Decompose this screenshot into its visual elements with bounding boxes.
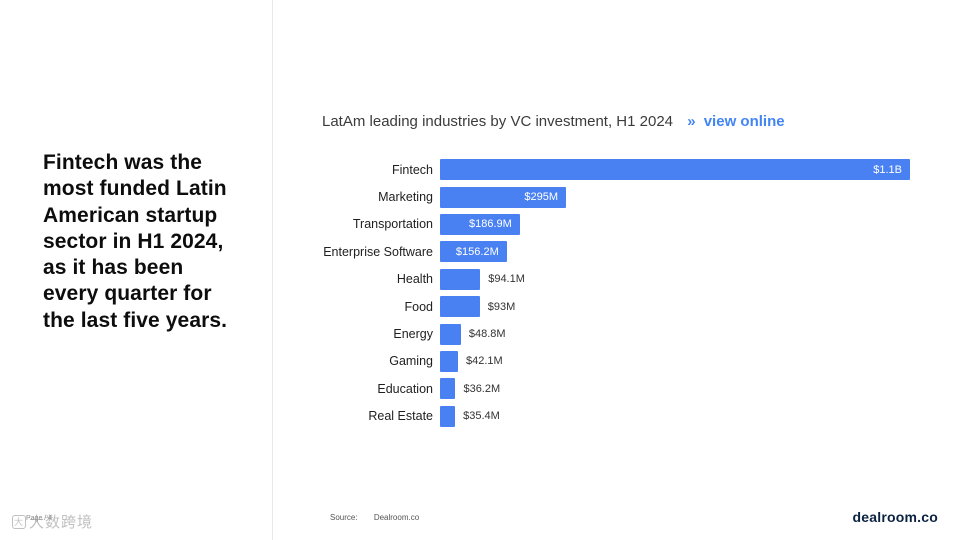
- value-label: $186.9M: [469, 218, 512, 231]
- bar-track: $35.4M: [440, 405, 910, 427]
- category-label: Gaming: [389, 354, 433, 369]
- chart-title-text: LatAm leading industries by VC investmen…: [322, 113, 674, 130]
- value-label: $42.1M: [465, 355, 503, 368]
- chart-title: LatAm leading industries by VC investmen…: [322, 113, 785, 130]
- value-label: $36.2M: [463, 382, 501, 395]
- dealroom-logo: dealroom.co: [852, 509, 938, 525]
- bar: [440, 296, 480, 318]
- chart-row: Education $36.2M: [322, 375, 922, 402]
- category-label: Enterprise Software: [323, 244, 433, 259]
- bar-track: $48.8M: [440, 323, 910, 345]
- chart-row: Fintech $1.1B: [322, 156, 922, 183]
- bar: [440, 268, 481, 290]
- value-label: $94.1M: [488, 273, 525, 286]
- value-label: $35.4M: [463, 410, 500, 423]
- chart-row: Real Estate $35.4M: [322, 403, 922, 430]
- value-label: $93M: [487, 300, 516, 313]
- category-label: Real Estate: [368, 409, 433, 424]
- page-number: Page / 4: [26, 515, 53, 522]
- sidebar: Fintech was the most funded Latin Americ…: [0, 0, 273, 540]
- category-label: Food: [404, 299, 434, 314]
- source-label: Source:: [330, 513, 358, 522]
- view-online-arrows-icon: »: [687, 113, 696, 130]
- chart-row: Food $93M: [322, 293, 922, 320]
- bar: $1.1B: [440, 159, 910, 181]
- bar-track: $295M: [440, 186, 910, 208]
- bar-track: $1.1B: [440, 159, 910, 181]
- watermark-text: 大数跨境: [29, 514, 94, 531]
- category-label: Marketing: [378, 190, 433, 205]
- bar-track: $156.2M: [440, 241, 910, 263]
- category-label: Health: [396, 272, 433, 287]
- value-label: $1.1B: [873, 163, 902, 176]
- bar: [440, 378, 456, 400]
- chart-row: Gaming $42.1M: [322, 348, 922, 375]
- chart-rows: Fintech $1.1B Marketing $295M Transportation…: [322, 156, 922, 430]
- watermark: 大 大数跨境: [12, 511, 93, 532]
- chart-row: Marketing $295M: [322, 183, 922, 210]
- bar: [440, 323, 461, 345]
- bar-track: $36.2M: [440, 378, 910, 400]
- category-label: Transportation: [352, 217, 433, 232]
- source-note: Source: Dealroom.co: [330, 513, 419, 522]
- bar-track: $186.9M: [440, 213, 910, 235]
- chart-row: Health $94.1M: [322, 266, 922, 293]
- bar: $186.9M: [440, 213, 520, 235]
- bar-track: $42.1M: [440, 350, 910, 372]
- value-label: $295M: [524, 191, 559, 204]
- view-online-link[interactable]: view online: [703, 113, 785, 130]
- category-label: Energy: [393, 327, 433, 342]
- chart-row: Energy $48.8M: [322, 320, 922, 347]
- chart-row: Transportation $186.9M: [322, 211, 922, 238]
- category-label: Education: [377, 381, 433, 396]
- chart-row: Enterprise Software $156.2M: [322, 238, 922, 265]
- bar: [440, 405, 456, 427]
- bar-track: $94.1M: [440, 268, 910, 290]
- source-value: Dealroom.co: [373, 513, 420, 522]
- value-label: $156.2M: [455, 245, 499, 258]
- bar: [440, 350, 458, 372]
- bar-track: $93M: [440, 296, 910, 318]
- headline-text: Fintech was the most funded Latin Americ…: [43, 151, 228, 332]
- bar: $295M: [440, 186, 567, 208]
- bar-chart: Fintech $1.1B Marketing $295M Transportation…: [322, 156, 922, 430]
- bar: $156.2M: [440, 241, 507, 263]
- watermark-logo-icon: 大: [12, 514, 26, 529]
- value-label: $48.8M: [468, 328, 506, 341]
- category-label: Fintech: [392, 162, 433, 177]
